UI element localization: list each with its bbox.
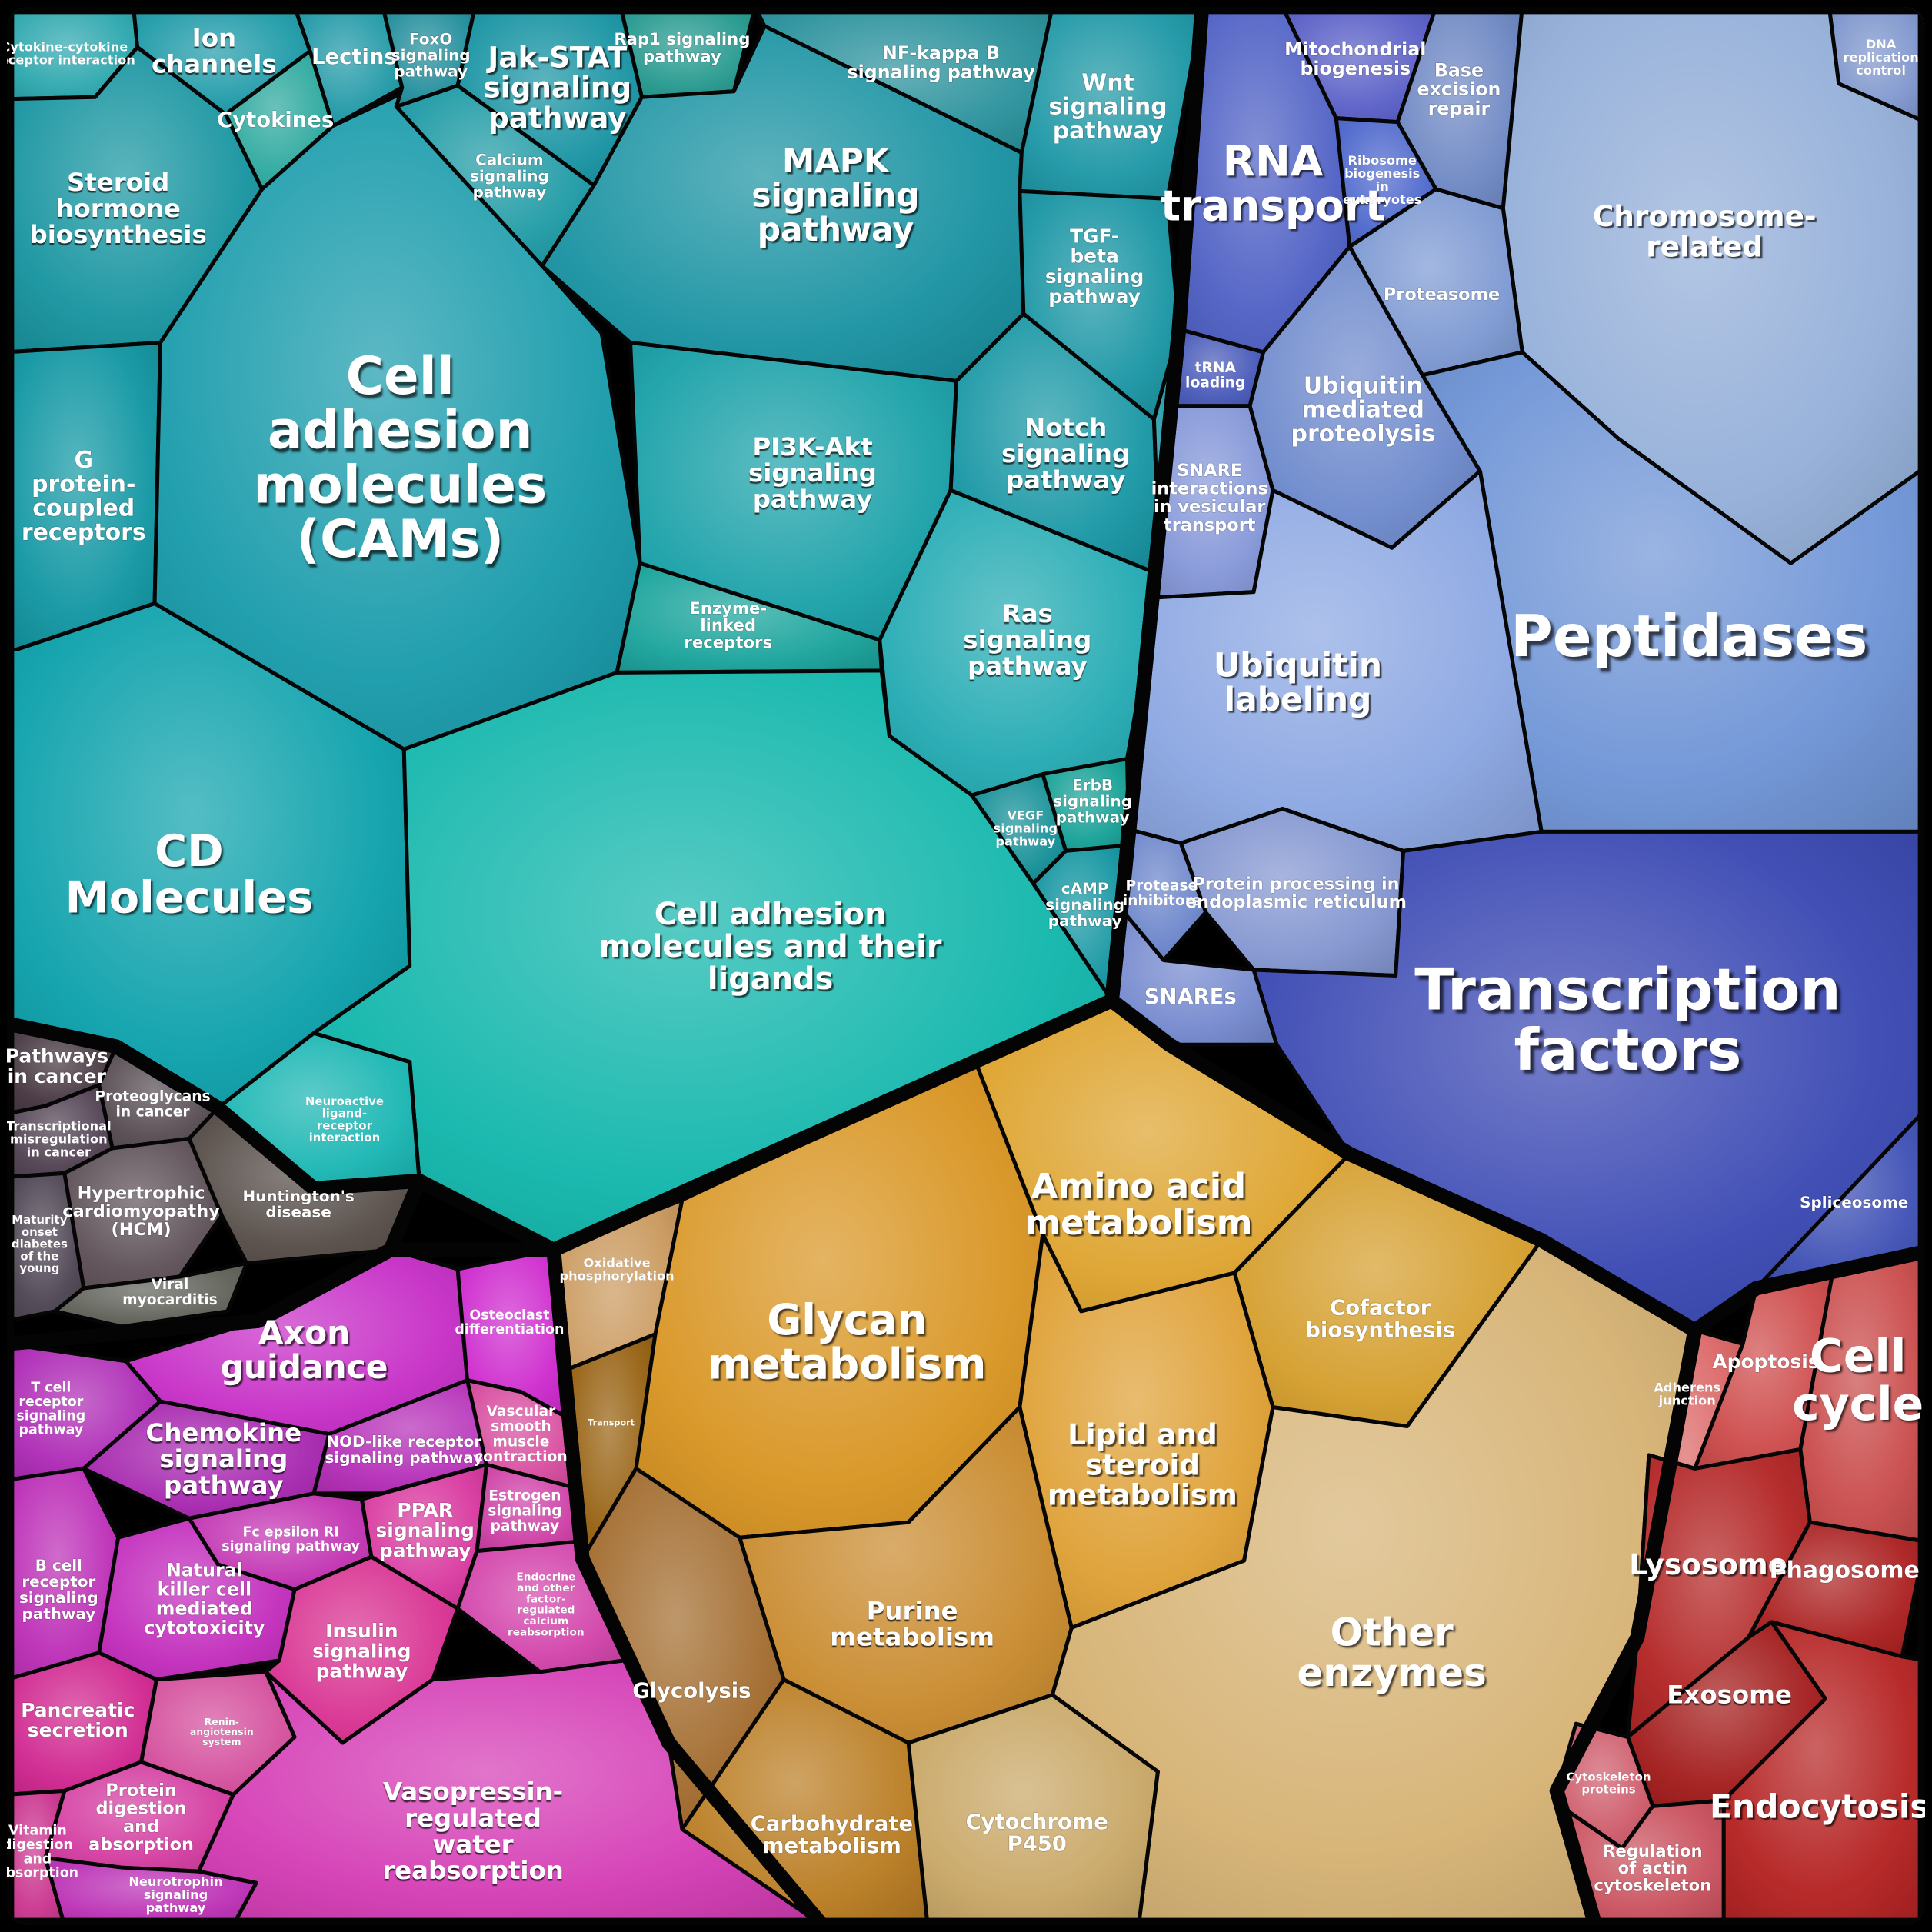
proteasome-label: Proteasome <box>1384 285 1500 305</box>
cellular-processes-group-outline <box>1549 1244 1925 1925</box>
cd-molecules-label: CD Molecules <box>65 825 314 923</box>
cytochrome-p450-label: Cytochrome P450 <box>966 1810 1108 1856</box>
renin-angiotensin-system-label: Renin-angiotensin system <box>190 1716 254 1747</box>
chemokine-signaling-pathway-label: Chemokine signaling pathway <box>146 1418 302 1500</box>
foxo-signaling-pathway-label: FoxO signaling pathway <box>391 29 471 80</box>
spliceosome-label: Spliceosome <box>1800 1193 1908 1211</box>
cell-adhesion-molecules-cams-label: Cell adhesion molecules (CAMs) <box>253 346 547 569</box>
cytochrome-p450-region <box>906 1693 1160 1925</box>
endocytosis-region <box>1721 1620 1925 1925</box>
notch-signaling-pathway-label: Notch signaling pathway <box>1001 413 1130 495</box>
snare-interactions-in-vesicular-transport-label: SNARE interactions in vesicular transport <box>1151 461 1268 535</box>
apoptosis-label: Apoptosis <box>1712 1350 1819 1372</box>
osteoclast-differentiation-label: Osteoclast differentiation <box>455 1308 564 1337</box>
purine-metabolism-label: Purine metabolism <box>830 1596 994 1651</box>
calcium-signaling-pathway-label: Calcium signaling pathway <box>470 151 549 202</box>
steroid-hormone-biosynthesis-label: Steroid hormone biosynthesis <box>30 168 207 249</box>
hypertrophic-cardiomyopathy-hcm-label: Hypertrophic cardiomyopathy (HCM) <box>62 1184 220 1240</box>
mitochondrial-biogenesis-label: Mitochondrial biogenesis <box>1284 38 1426 79</box>
snares-label: SNAREs <box>1144 984 1237 1008</box>
estrogen-signaling-pathway-label: Estrogen signaling pathway <box>488 1487 561 1534</box>
vasopressin-regulated-water-reabsorption-region <box>196 1658 824 1925</box>
t-cell-receptor-signaling-pathway-label: T cell receptor signaling pathway <box>16 1381 85 1438</box>
jak-stat-signaling-pathway-label: Jak-STAT signaling pathway <box>483 40 631 135</box>
oxidative-phosphorylation-label: Oxidative phosphorylation <box>559 1255 674 1283</box>
pancreatic-secretion-label: Pancreatic secretion <box>21 1699 135 1741</box>
lectins-region <box>292 7 405 128</box>
enzyme-linked-receptors-label: Enzyme-linked receptors <box>684 598 772 651</box>
phagosome-label: Phagosome <box>1770 1557 1920 1584</box>
carbohydrate-metabolism-label: Carbohydrate metabolism <box>751 1812 913 1858</box>
ras-signaling-pathway-label: Ras signaling pathway <box>963 599 1091 681</box>
ribosome-biogenesis-in-eukaryotes-label: Ribosome biogenesis in eukaryotes <box>1343 152 1421 206</box>
glycolysis-label: Glycolysis <box>632 1679 751 1703</box>
vegf-signaling-pathway-label: VEGF signaling pathway <box>994 808 1058 848</box>
cofactor-biosynthesis-label: Cofactor biosynthesis <box>1305 1296 1455 1342</box>
mapk-signaling-pathway-label: MAPK signaling pathway <box>751 142 919 248</box>
pathways-in-cancer-label: Pathways in cancer <box>7 1044 108 1087</box>
cytokine-cytokine-receptor-interaction-label: Cytokine-cytokine receptor interaction <box>7 39 135 67</box>
lysosome-label: Lysosome <box>1629 1547 1787 1581</box>
glycan-metabolism-label: Glycan metabolism <box>708 1295 986 1389</box>
pathway-voronoi-treemap: Cytokine-cytokine receptor interaction Ion… <box>7 7 1925 1925</box>
viral-myocarditis-region <box>52 1261 249 1329</box>
cell-cycle-label: Cell cycle <box>1792 1329 1924 1431</box>
cytoskeleton-proteins-label: Cytoskeleton proteins <box>1566 1770 1651 1797</box>
base-excision-repair-label: Base excision repair <box>1417 59 1501 119</box>
transcription-factors-label: Transcription factors <box>1414 956 1840 1084</box>
peptidases-label: Peptidases <box>1511 603 1867 670</box>
b-cell-receptor-signaling-pathway-label: B cell receptor signaling pathway <box>19 1556 98 1623</box>
dna-replication-control-label: DNA replication control <box>1844 36 1919 77</box>
ion-channels-label: Ion channels <box>152 23 277 78</box>
erbb-signaling-pathway-label: ErbB signaling pathway <box>1053 776 1132 827</box>
voronoi-treemap-frame: Cytokine-cytokine receptor interaction Ion… <box>7 7 1925 1925</box>
axon-guidance-label: Axon guidance <box>221 1314 388 1386</box>
lectins-label: Lectins <box>311 45 397 68</box>
wnt-signaling-pathway-label: Wnt signaling pathway <box>1048 69 1167 145</box>
exosome-label: Exosome <box>1667 1681 1792 1710</box>
endocytosis-label: Endocytosis <box>1710 1787 1925 1825</box>
protease-inhibitors-label: Protease inhibitors <box>1123 878 1201 909</box>
protein-digestion-and-absorption-label: Protein digestion and absorption <box>88 1780 194 1855</box>
maturity-onset-diabetes-of-the-young-label: Maturity onset diabetes of the young <box>12 1213 68 1275</box>
regulation-of-actin-cytoskeleton-label: Regulation of actin cytoskeleton <box>1594 1840 1711 1894</box>
cell-adhesion-molecules-and-their-ligands-label: Cell adhesion molecules and their ligands <box>599 897 942 997</box>
ubiquitin-labeling-label: Ubiquitin labeling <box>1214 646 1382 718</box>
adherens-junction-label: Adherens junction <box>1654 1380 1720 1407</box>
proteoglycans-in-cancer-label: Proteoglycans in cancer <box>95 1088 210 1120</box>
vascular-smooth-muscle-contraction-label: Vascular smooth muscle contraction <box>475 1404 568 1465</box>
tgf-beta-signaling-pathway-label: TGF-beta signaling pathway <box>1045 225 1144 308</box>
amino-acid-metabolism-label: Amino acid metabolism <box>1024 1165 1252 1242</box>
protein-processing-in-endoplasmic-reticulum-label: Protein processing in endoplasmic reticul… <box>1185 874 1407 912</box>
cytokines-label: Cytokines <box>217 108 334 132</box>
regulation-of-actin-cytoskeleton-region <box>1558 1798 1726 1925</box>
chromosome-related-label: Chromosome-related <box>1593 199 1817 263</box>
fc-epsilon-ri-signaling-pathway-label: Fc epsilon RI signaling pathway <box>222 1525 360 1554</box>
pi3k-akt-signaling-pathway-label: PI3K-Akt signaling pathway <box>748 432 877 514</box>
endocrine-and-other-factor-regulated-calcium-reabsorption-label: Endocrine and other factor-regulated calciu… <box>508 1571 585 1638</box>
insulin-signaling-pathway-label: Insulin signaling pathway <box>312 1620 411 1682</box>
transport-label: Transport <box>588 1417 635 1427</box>
neuroactive-ligand-receptor-interaction-label: Neuroactive ligand-receptor interaction <box>305 1094 384 1144</box>
vasopressin-regulated-water-reabsorption-label: Vasopressin-regulated water reabsorption <box>382 1777 564 1885</box>
rap1-signaling-pathway-label: Rap1 signaling pathway <box>614 29 750 65</box>
other-enzymes-label: Other enzymes <box>1297 1611 1487 1695</box>
transcriptional-misregulation-in-cancer-label: Transcriptional misregulation in cancer <box>7 1118 112 1159</box>
nod-like-receptor-signaling-pathway-label: NOD-like receptor signaling pathway <box>325 1432 483 1467</box>
ppar-signaling-pathway-label: PPAR signaling pathway <box>375 1499 474 1561</box>
natural-killer-cell-mediated-cytotoxicity-label: Natural killer cell mediated cytotoxicity <box>144 1560 265 1639</box>
neurotrophin-signaling-pathway-label: Neurotrophin signaling pathway <box>128 1874 222 1915</box>
camp-signaling-pathway-label: cAMP signaling pathway <box>1045 879 1124 930</box>
viral-myocarditis-label: Viral myocarditis <box>122 1277 218 1308</box>
ubiquitin-mediated-proteolysis-label: Ubiquitin mediated proteolysis <box>1291 372 1435 448</box>
trna-loading-label: tRNA loading <box>1185 360 1245 391</box>
rna-transport-label: RNA transport <box>1161 137 1385 231</box>
huntingtons-disease-label: Huntington's disease <box>242 1187 354 1221</box>
vitamin-digestion-and-absorption-label: Vitamindigestionandabsorption <box>7 1824 78 1881</box>
lipid-and-steroid-metabolism-label: Lipid and steroid metabolism <box>1048 1417 1237 1512</box>
